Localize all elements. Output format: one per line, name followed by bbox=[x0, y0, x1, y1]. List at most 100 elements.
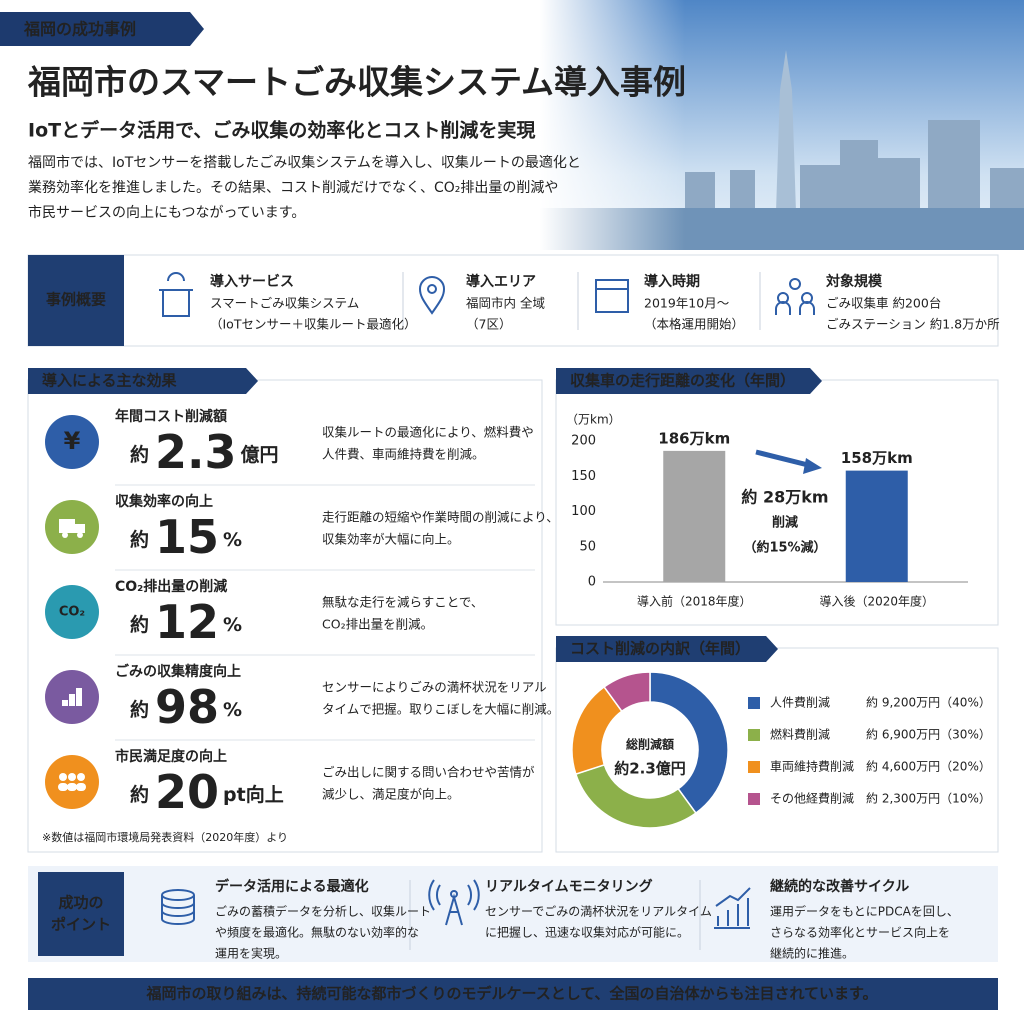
icon bbox=[62, 532, 68, 538]
annotation: 約 28万km bbox=[741, 488, 828, 507]
effect-icon: CO₂ bbox=[59, 605, 85, 620]
effect-unit: 億円 bbox=[241, 443, 279, 466]
subtitle: IoTとデータ活用で、ごみ収集の効率化とコスト削減を実現 bbox=[28, 119, 535, 142]
icon bbox=[58, 783, 68, 791]
legend-label: 車両維持費削減 bbox=[770, 759, 854, 774]
overview-label-bg bbox=[28, 255, 124, 346]
overview-text: スマートごみ収集システム bbox=[210, 296, 359, 311]
y-tick-label: 0 bbox=[588, 575, 596, 590]
value-label: 約 6,900万円（30%） bbox=[866, 727, 991, 742]
y-tick-label: 50 bbox=[579, 539, 596, 554]
legend-swatch bbox=[748, 697, 760, 709]
point-text: 運用データをもとにPDCAを回し、 bbox=[770, 904, 959, 919]
tag-label: 福岡の成功事例 bbox=[23, 20, 136, 39]
point-text: 運用を実現。 bbox=[215, 946, 287, 961]
y-tick-label: 150 bbox=[571, 469, 596, 484]
point-title: データ活用による最適化 bbox=[215, 878, 369, 895]
bar bbox=[663, 450, 726, 582]
effect-value: 約 15% bbox=[130, 510, 242, 564]
effect-number: 15 bbox=[155, 510, 219, 564]
effect-title: ごみの収集精度向上 bbox=[115, 663, 241, 680]
value-label: 約 9,200万円（40%） bbox=[866, 695, 991, 710]
pie-slice bbox=[649, 671, 729, 815]
footer-text: 福岡市の取り組みは、持続可能な都市づくりのモデルケースとして、全国の自治体からも… bbox=[145, 985, 877, 1003]
effect-number: 98 bbox=[155, 680, 219, 734]
overview-text: （7区） bbox=[466, 317, 511, 332]
effect-text: センサーによりごみの満杯状況をリアル bbox=[322, 680, 547, 695]
effect-text: 無駄な走行を減らすことで、 bbox=[322, 595, 483, 610]
effect-text: 減少し、満足度が向上。 bbox=[322, 787, 460, 802]
overview-label: 事例概要 bbox=[46, 291, 106, 309]
point-text: 継続的に推進。 bbox=[770, 946, 854, 961]
legend-swatch bbox=[748, 793, 760, 805]
x-tick-label: 導入前（2018年度） bbox=[637, 594, 752, 609]
overview-title: 導入エリア bbox=[466, 273, 536, 290]
icon bbox=[62, 700, 68, 706]
icon bbox=[77, 532, 83, 538]
bar-panel bbox=[555, 379, 999, 626]
icon bbox=[68, 773, 76, 781]
description: 市民サービスの向上にもつながっています。 bbox=[28, 204, 305, 221]
point-text: さらなる効率化とサービス向上を bbox=[770, 925, 950, 940]
title: 福岡市のスマートごみ収集システム導入事例 bbox=[27, 63, 686, 102]
effect-text: 走行距離の短縮や作業時間の削減により、 bbox=[322, 510, 559, 525]
overview-title: 導入時期 bbox=[644, 273, 700, 290]
y-axis-label: （万km） bbox=[566, 413, 621, 427]
icon bbox=[75, 524, 85, 533]
effect-prefix: 約 bbox=[130, 698, 149, 721]
effect-title: CO₂排出量の削減 bbox=[115, 578, 227, 595]
effect-value: 約 2.3 億円 bbox=[130, 425, 279, 479]
effect-value: 約 98% bbox=[130, 680, 242, 734]
footer-bg bbox=[28, 978, 998, 1010]
point-title: 継続的な改善サイクル bbox=[770, 878, 909, 895]
effect-number: 20 bbox=[155, 765, 219, 819]
effect-text: ごみ出しに関する問い合わせや苦情が bbox=[322, 765, 535, 780]
overview-text: 福岡市内 全域 bbox=[466, 296, 545, 311]
effect-text: タイムで把握。取りこぼしを大幅に削減。 bbox=[322, 702, 559, 717]
overview-text: ごみステーション 約1.8万か所 bbox=[826, 317, 1000, 332]
overview-text: （IoTセンサー＋収集ルート最適化） bbox=[210, 317, 416, 332]
note: ※数値は福岡市環境局発表資料（2020年度）より bbox=[42, 830, 288, 844]
effect-icon-bg bbox=[45, 755, 99, 809]
effect-text: CO₂排出量を削減。 bbox=[322, 617, 433, 632]
tag-bg bbox=[0, 12, 204, 46]
center-label: 約2.3億円 bbox=[614, 760, 686, 778]
effect-prefix: 約 bbox=[130, 528, 149, 551]
legend-label: その他経費削減 bbox=[770, 791, 854, 806]
annotation: （約15%減） bbox=[743, 540, 826, 556]
overview-title: 導入サービス bbox=[210, 273, 294, 290]
description: 福岡市では、IoTセンサーを搭載したごみ収集システムを導入し、収集ルートの最適化… bbox=[28, 154, 581, 171]
overview-dividers bbox=[402, 272, 761, 330]
effect-title: 収集効率の向上 bbox=[115, 493, 213, 510]
effect-text: 人件費、車両維持費を削減。 bbox=[322, 447, 485, 462]
overview-title: 対象規模 bbox=[825, 273, 883, 290]
points-label-bg bbox=[38, 872, 124, 956]
annotation: 削減 bbox=[772, 515, 798, 531]
effect-value: 約 12% bbox=[130, 595, 242, 649]
description: 業務効率化を推進しました。その結果、コスト削減だけでなく、CO₂排出量の削減や bbox=[28, 179, 558, 196]
icon bbox=[76, 783, 86, 791]
effect-title: 年間コスト削減額 bbox=[115, 408, 227, 425]
y-tick-label: 200 bbox=[571, 434, 596, 449]
point-text: に把握し、迅速な収集対応が可能に。 bbox=[485, 925, 689, 940]
legend-swatch bbox=[748, 729, 760, 741]
effect-text: 収集効率が大幅に向上。 bbox=[322, 532, 460, 547]
section-title: 導入による主な効果 bbox=[42, 372, 178, 390]
effect-number: 2.3 bbox=[155, 425, 237, 479]
overview-text: （本格運用開始） bbox=[644, 317, 744, 332]
reduction-arrow bbox=[755, 449, 822, 474]
value-label: 約 2,300万円（10%） bbox=[866, 791, 991, 806]
legend-label: 人件費削減 bbox=[770, 695, 830, 710]
x-tick-label: 導入後（2020年度） bbox=[819, 594, 934, 609]
points-icons bbox=[161, 879, 751, 929]
value-label: 186万km bbox=[658, 429, 730, 447]
chart-title: 収集車の走行距離の変化（年間） bbox=[570, 372, 795, 390]
effects-ribbon bbox=[28, 368, 258, 394]
value-label: 約 4,600万円（20%） bbox=[866, 759, 991, 774]
effect-unit: pt向上 bbox=[223, 783, 284, 806]
point-text: ごみの蓄積データを分析し、収集ルート bbox=[215, 904, 431, 919]
icon bbox=[76, 688, 82, 706]
overview-text: ごみ収集車 約200台 bbox=[826, 296, 941, 311]
